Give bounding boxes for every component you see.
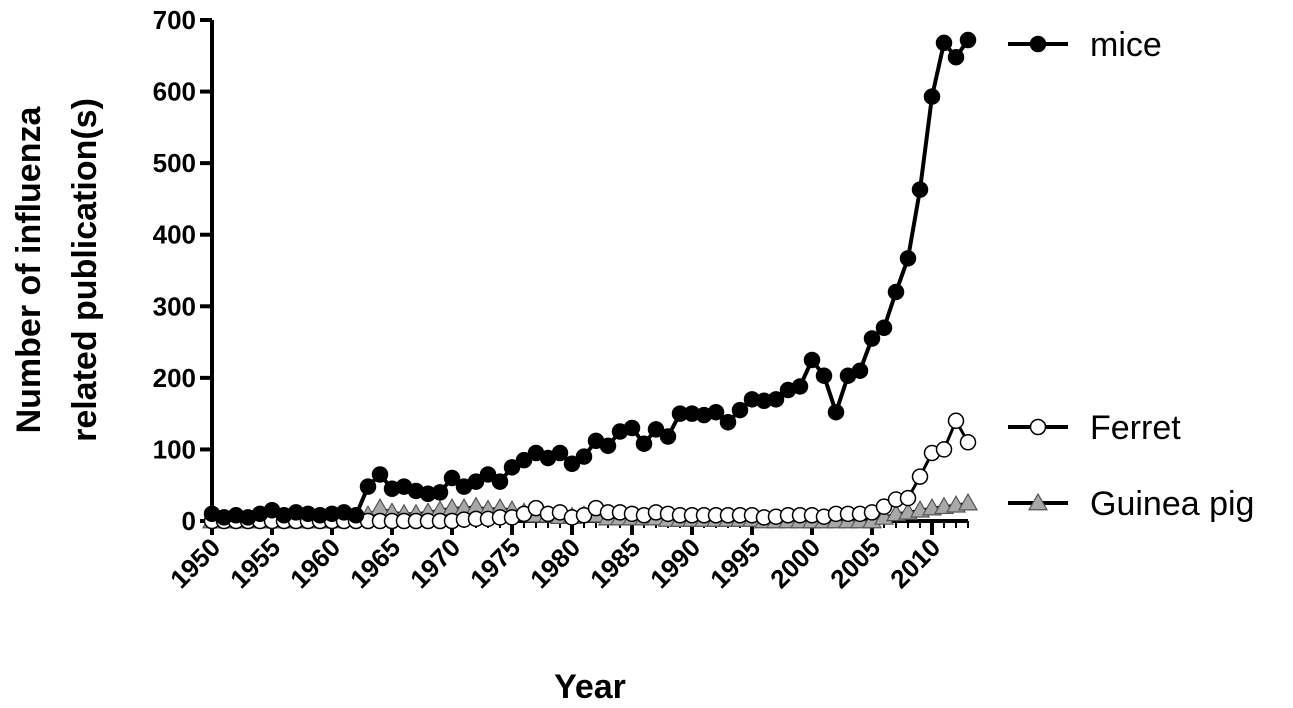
data-point xyxy=(563,455,581,472)
y-axis-title-line-1: Number of influenza xyxy=(10,106,48,434)
x-tick-label: 1995 xyxy=(704,532,766,594)
data-point xyxy=(959,31,977,49)
x-tick-label: 2000 xyxy=(764,532,826,594)
data-point xyxy=(515,451,533,469)
data-point xyxy=(575,507,593,524)
legend-label: Ferret xyxy=(1090,409,1181,447)
data-point xyxy=(347,507,365,524)
data-point xyxy=(935,34,953,52)
y-tick-label: 700 xyxy=(153,5,196,35)
data-point xyxy=(911,468,929,485)
data-point xyxy=(791,378,809,395)
legend-marker xyxy=(1029,418,1047,436)
x-tick-label: 1975 xyxy=(464,532,526,594)
data-point xyxy=(635,435,653,452)
data-point xyxy=(959,434,977,451)
x-tick-label: 1950 xyxy=(164,532,226,594)
y-tick-label: 500 xyxy=(153,148,196,178)
data-point xyxy=(947,412,965,430)
y-tick-label: 600 xyxy=(153,77,196,107)
data-point xyxy=(887,283,905,301)
data-point xyxy=(827,403,845,421)
data-point xyxy=(899,250,917,267)
legend-item: Guinea pig xyxy=(1008,485,1254,523)
x-tick-label: 1965 xyxy=(344,532,406,594)
legend: mice Ferret Guinea pig xyxy=(1008,26,1254,523)
data-point xyxy=(467,473,485,490)
data-point xyxy=(623,419,641,437)
data-point xyxy=(503,459,521,476)
x-tick-label: 1955 xyxy=(224,532,286,594)
data-point xyxy=(899,489,917,507)
x-tick-label: 2010 xyxy=(884,532,946,594)
series-ferret xyxy=(203,412,977,530)
data-point xyxy=(719,413,737,431)
legend-item: Ferret xyxy=(1008,409,1181,447)
y-tick-label: 200 xyxy=(153,363,196,393)
data-point xyxy=(803,351,821,369)
data-point xyxy=(647,421,665,438)
data-point xyxy=(875,319,893,337)
data-point xyxy=(551,444,569,462)
data-point xyxy=(575,448,593,465)
data-point xyxy=(371,466,389,483)
series-group xyxy=(201,31,979,530)
data-point xyxy=(815,367,833,384)
data-point xyxy=(957,492,979,511)
data-point xyxy=(659,428,677,445)
data-point xyxy=(923,88,941,105)
data-point xyxy=(479,466,497,483)
x-tick-label: 1960 xyxy=(284,532,346,594)
data-point xyxy=(731,401,749,419)
data-point xyxy=(911,181,929,198)
data-point xyxy=(431,484,449,501)
y-tick-label: 300 xyxy=(153,291,196,321)
data-point xyxy=(947,48,965,66)
data-point xyxy=(767,391,785,408)
y-tick-label: 400 xyxy=(153,220,196,250)
y-axis-title-line-2: related publication(s) xyxy=(66,98,104,442)
y-tick-label: 0 xyxy=(182,506,196,536)
x-tick-label: 1970 xyxy=(404,532,466,594)
data-point xyxy=(491,473,509,490)
data-point xyxy=(707,403,725,421)
series-mice xyxy=(203,31,977,526)
legend-item: mice xyxy=(1008,26,1162,64)
data-point xyxy=(359,478,377,495)
data-point xyxy=(443,469,461,487)
x-tick-label: 1990 xyxy=(644,532,706,594)
x-axis-title: Year xyxy=(554,668,626,706)
data-point xyxy=(935,441,953,458)
data-point xyxy=(875,498,893,515)
x-tick-label: 2005 xyxy=(824,532,886,594)
legend-marker xyxy=(1029,35,1047,53)
legend-label: mice xyxy=(1090,26,1162,64)
data-point xyxy=(863,330,881,347)
data-point xyxy=(599,437,617,455)
data-point xyxy=(851,362,869,379)
x-tick-label: 1980 xyxy=(524,532,586,594)
y-tick-label: 100 xyxy=(153,434,196,464)
legend-label: Guinea pig xyxy=(1090,485,1254,523)
x-tick-label: 1985 xyxy=(584,532,646,594)
legend-marker xyxy=(1027,492,1049,511)
